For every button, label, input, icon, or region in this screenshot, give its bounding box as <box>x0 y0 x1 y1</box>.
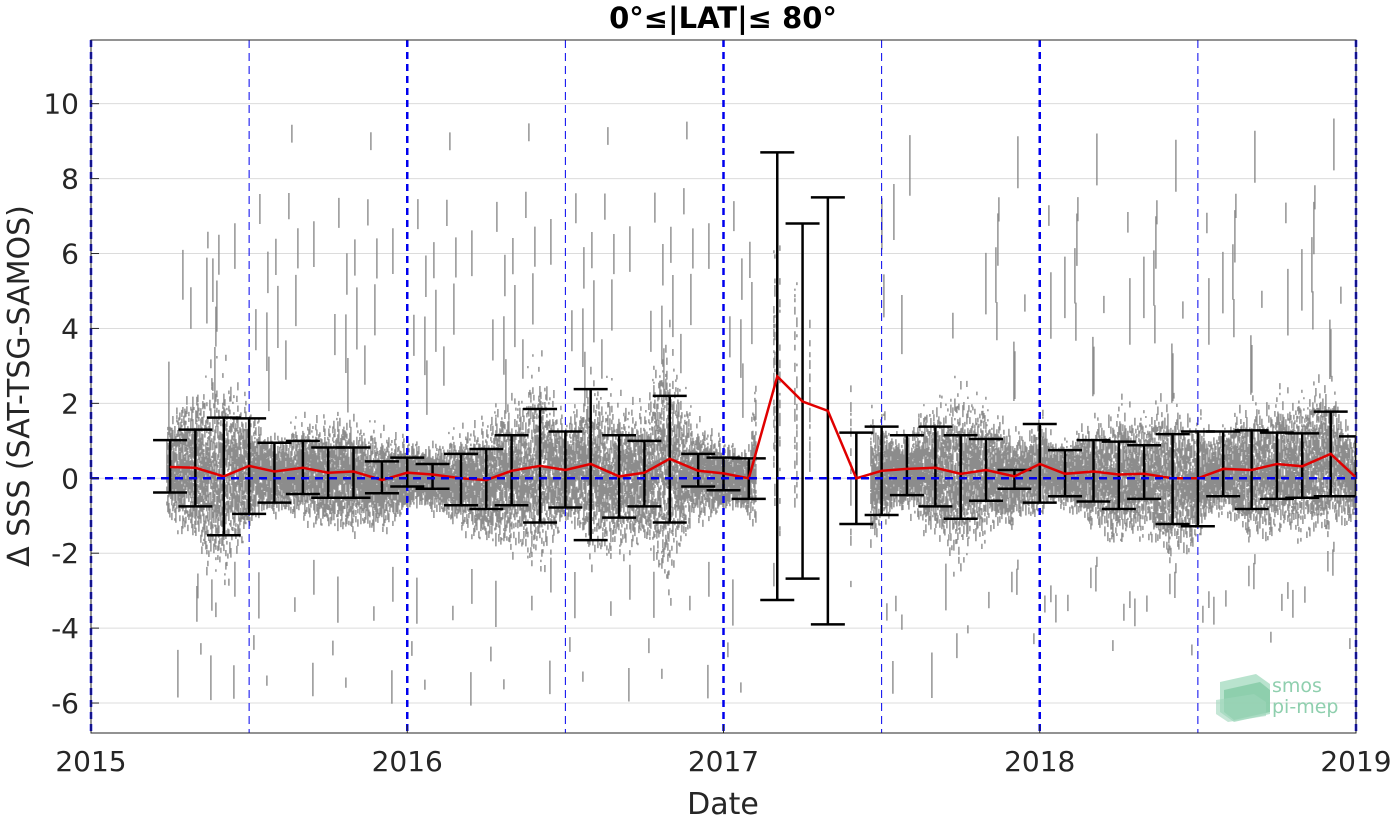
y-tick-label: -6 <box>51 687 79 720</box>
y-tick-label: 2 <box>61 387 79 420</box>
mean-point <box>1251 469 1253 471</box>
x-tick-label: 2016 <box>372 745 443 778</box>
logo-line1: smos <box>1272 675 1322 697</box>
mean-point <box>1222 468 1224 470</box>
mean-point <box>643 472 645 474</box>
x-tick-label: 2017 <box>688 745 759 778</box>
x-tick-label: 2018 <box>1004 745 1075 778</box>
mean-point <box>539 465 541 467</box>
x-axis-ticks: 2015 2016 2017 2018 2019 <box>55 725 1392 778</box>
mean-point <box>327 472 329 474</box>
mean-point <box>802 400 804 402</box>
x-tick-label: 2015 <box>55 745 126 778</box>
mean-point <box>855 477 857 479</box>
mean-point <box>776 375 778 377</box>
mean-point <box>985 469 987 471</box>
mean-point <box>827 410 829 412</box>
mean-point <box>432 474 434 476</box>
mean-point <box>1039 463 1041 465</box>
mean-point <box>169 466 171 468</box>
mean-point <box>1064 473 1066 475</box>
y-tick-label: 6 <box>61 238 79 271</box>
x-axis-label: Date <box>687 787 759 818</box>
mean-point <box>381 479 383 481</box>
mean-point <box>618 475 620 477</box>
mean-point <box>352 471 354 473</box>
mean-point <box>1093 471 1095 473</box>
mean-point <box>697 470 699 472</box>
y-tick-label: -4 <box>51 612 79 645</box>
mean-point <box>960 473 962 475</box>
mean-point <box>485 479 487 481</box>
mean-point <box>1276 463 1278 465</box>
mean-point <box>406 472 408 474</box>
mean-point <box>669 458 671 460</box>
y-tick-label: 10 <box>43 88 79 121</box>
y-tick-label: 4 <box>61 312 79 345</box>
mean-point <box>1301 465 1303 467</box>
mean-point <box>1013 475 1015 477</box>
chart-title: 0°≤|LAT|≤ 80° <box>609 1 837 35</box>
mean-point <box>194 467 196 469</box>
logo-waves-icon <box>1216 674 1270 722</box>
mean-point <box>906 468 908 470</box>
mean-point <box>564 469 566 471</box>
mean-point <box>1118 474 1120 476</box>
mean-point <box>590 463 592 465</box>
mean-point <box>248 465 250 467</box>
smos-pi-mep-logo: smos pi-mep <box>1216 674 1338 722</box>
y-tick-label: -2 <box>51 537 79 570</box>
mean-point <box>881 470 883 472</box>
mean-point <box>273 471 275 473</box>
mean-point <box>934 467 936 469</box>
mean-point <box>302 467 304 469</box>
mean-series-line <box>170 374 1356 482</box>
mean-point <box>511 470 513 472</box>
x-tick-label: 2019 <box>1320 745 1391 778</box>
y-axis-ticks: -6 -4 -2 0 2 4 6 8 10 <box>43 88 99 720</box>
y-tick-label: 0 <box>61 462 79 495</box>
mean-point <box>723 472 724 474</box>
logo-line2: pi-mep <box>1272 696 1338 718</box>
mean-point <box>223 475 225 477</box>
y-axis-label: Δ SSS (SAT-TSG-SAMOS) <box>2 205 37 567</box>
y-tick-label: 8 <box>61 163 79 196</box>
mean-point <box>1330 453 1332 455</box>
mean-point <box>1143 473 1145 475</box>
